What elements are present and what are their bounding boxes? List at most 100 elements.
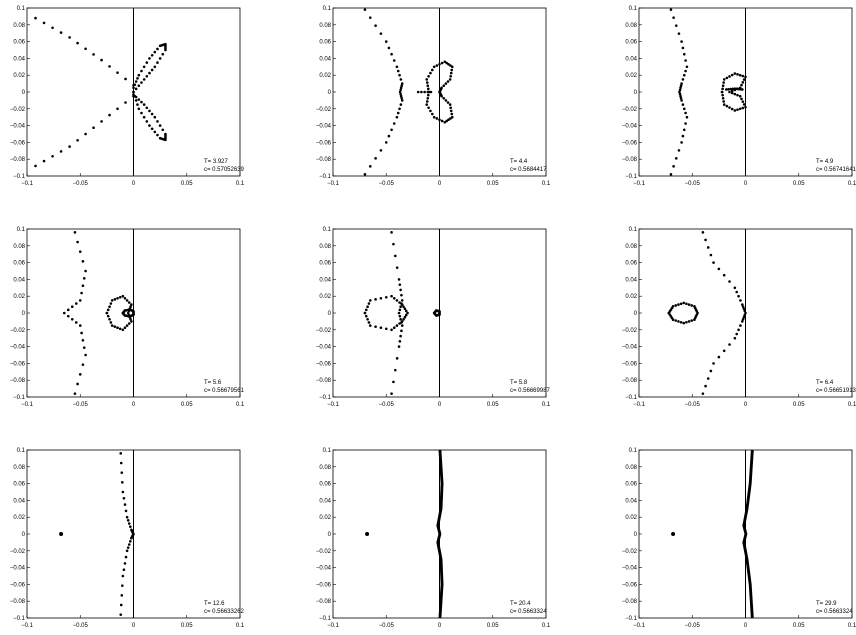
- data-point: [121, 490, 125, 494]
- data-point: [740, 83, 743, 87]
- data-point: [367, 302, 371, 305]
- data-point: [400, 303, 404, 306]
- x-tick-label: −0.05: [73, 402, 89, 408]
- x-tick-label: 0.1: [848, 181, 856, 187]
- data-point: [78, 250, 82, 253]
- data-point: [679, 94, 682, 98]
- data-point: [150, 53, 154, 57]
- y-tick-label: −0.1: [13, 174, 26, 180]
- data-point: [110, 299, 114, 302]
- data-point: [704, 238, 707, 242]
- data-point: [145, 106, 149, 110]
- data-point: [446, 80, 450, 83]
- data-point: [402, 305, 405, 309]
- c-annotation: c= 0.5663324: [816, 609, 853, 615]
- data-point: [148, 109, 151, 113]
- data-point: [722, 81, 725, 84]
- y-tick-label: 0.04: [625, 277, 637, 283]
- data-point: [145, 120, 149, 123]
- data-point: [427, 74, 430, 78]
- x-tick-label: 0.1: [236, 402, 245, 408]
- data-point: [733, 72, 737, 75]
- y-tick-label: −0.02: [622, 107, 638, 113]
- data-point: [156, 133, 159, 137]
- data-point: [741, 305, 745, 309]
- data-point: [722, 103, 726, 106]
- data-point: [106, 314, 110, 318]
- data-point: [406, 311, 409, 315]
- y-tick-label: 0.1: [323, 448, 332, 454]
- y-tick-label: −0.06: [622, 582, 638, 588]
- data-point: [680, 99, 683, 102]
- data-point: [731, 87, 735, 91]
- data-point: [684, 111, 687, 115]
- data-point: [390, 52, 393, 56]
- data-point: [70, 318, 74, 321]
- data-point: [148, 71, 151, 75]
- data-point: [392, 326, 396, 330]
- data-point: [132, 93, 135, 96]
- data-point: [738, 107, 742, 111]
- data-point: [132, 90, 135, 94]
- data-point: [701, 231, 705, 234]
- data-point: [80, 331, 83, 335]
- data-point: [674, 304, 678, 307]
- data-point: [741, 318, 745, 321]
- y-tick-label: −0.1: [625, 395, 638, 401]
- data-point: [733, 109, 737, 112]
- data-point: [399, 88, 402, 92]
- data-point: [81, 363, 85, 366]
- x-tick-label: 0.05: [487, 623, 499, 629]
- data-point: [390, 294, 393, 298]
- data-point: [741, 100, 745, 103]
- data-point: [124, 101, 127, 104]
- data-point: [395, 324, 399, 327]
- data-point: [721, 87, 724, 91]
- data-point: [68, 36, 71, 39]
- y-tick-label: −0.04: [622, 566, 638, 572]
- data-point: [738, 73, 742, 77]
- data-point: [404, 309, 408, 313]
- data-point: [363, 8, 367, 11]
- data-point: [435, 117, 439, 120]
- data-point: [730, 107, 734, 111]
- data-point: [398, 283, 402, 286]
- y-tick-label: 0.08: [625, 23, 637, 29]
- data-point: [440, 119, 444, 123]
- y-tick-label: −0.1: [13, 616, 26, 622]
- data-point: [140, 81, 143, 84]
- data-point: [108, 65, 111, 68]
- data-point: [392, 122, 396, 125]
- data-point: [399, 92, 402, 96]
- data-point: [712, 261, 715, 264]
- data-point: [158, 124, 162, 127]
- x-tick-label: 0: [132, 623, 136, 629]
- data-point: [70, 305, 74, 309]
- data-point: [119, 603, 123, 607]
- x-tick-label: 0: [744, 623, 748, 629]
- data-point: [744, 311, 747, 315]
- data-point: [717, 355, 721, 359]
- data-point: [150, 112, 154, 116]
- data-point: [84, 269, 87, 273]
- data-point: [728, 280, 731, 283]
- c-annotation: c= 0.56679561: [204, 388, 245, 394]
- data-point: [682, 107, 686, 111]
- data-point: [728, 90, 731, 94]
- data-point: [387, 46, 391, 50]
- x-tick-label: 0.05: [793, 623, 805, 629]
- data-point: [129, 305, 132, 309]
- data-point: [106, 308, 110, 312]
- data-point: [122, 568, 126, 571]
- y-tick-label: 0.04: [319, 277, 331, 283]
- data-point: [84, 353, 87, 357]
- data-point: [153, 65, 157, 69]
- series-curve-1: [436, 449, 443, 619]
- data-point: [741, 320, 744, 323]
- data-point: [150, 68, 154, 72]
- data-point: [684, 69, 687, 73]
- data-point: [398, 301, 401, 304]
- y-tick-label: 0.08: [319, 244, 331, 250]
- data-point: [161, 52, 165, 56]
